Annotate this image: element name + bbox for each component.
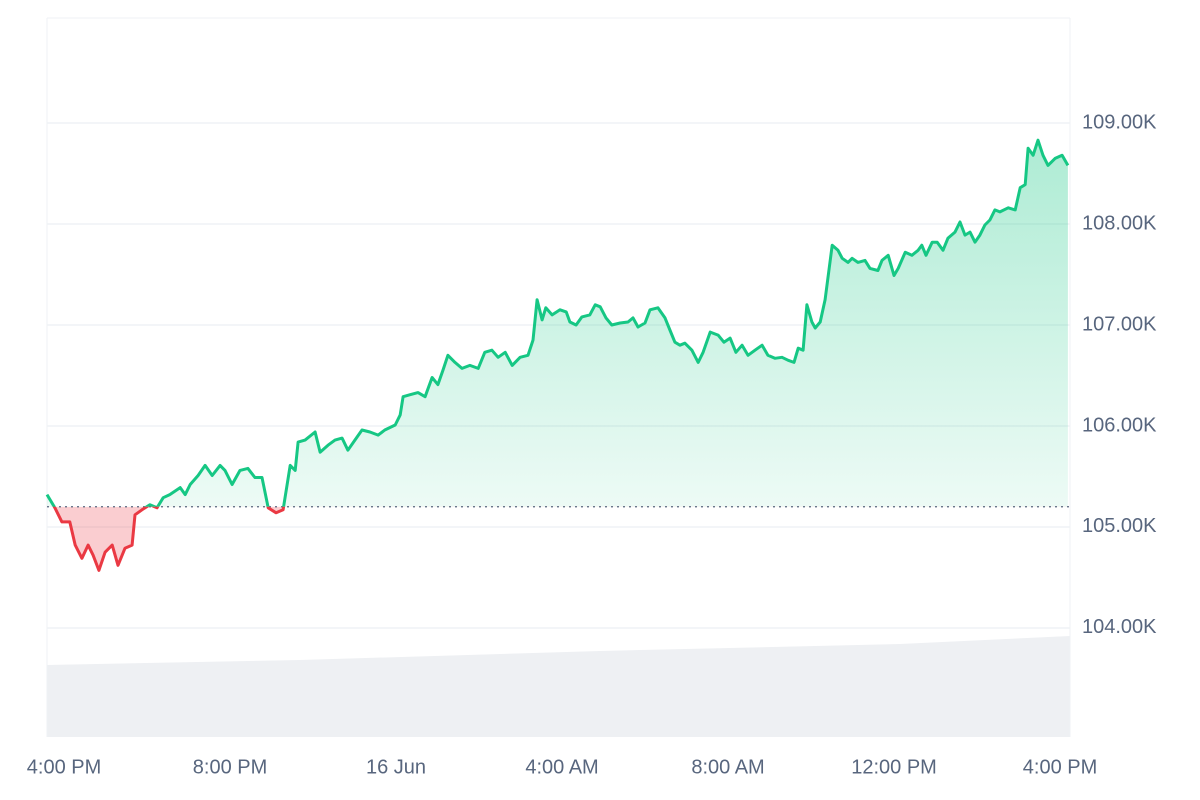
x-tick-label: 8:00 AM xyxy=(691,756,764,778)
x-tick-label: 4:00 PM xyxy=(1023,756,1097,778)
y-tick-label: 105.00K xyxy=(1082,515,1157,537)
y-tick-label: 106.00K xyxy=(1082,414,1157,436)
x-tick-label: 16 Jun xyxy=(366,756,426,778)
price-line-up xyxy=(45,138,1070,507)
volume-band xyxy=(47,636,1070,737)
area-down xyxy=(54,506,284,571)
area-up xyxy=(47,140,1068,507)
x-tick-label: 8:00 PM xyxy=(193,756,267,778)
x-tick-label: 4:00 AM xyxy=(525,756,598,778)
plot: 104.00K 105.00K 106.00K 107.00K 108.00K 109.0… xyxy=(27,111,1157,778)
y-tick-label: 107.00K xyxy=(1082,313,1157,335)
y-tick-label: 104.00K xyxy=(1082,616,1157,638)
x-tick-label: 12:00 PM xyxy=(851,756,937,778)
x-tick-label: 4:00 PM xyxy=(27,756,101,778)
y-tick-label: 109.00K xyxy=(1082,111,1157,133)
y-tick-label: 108.00K xyxy=(1082,212,1157,234)
